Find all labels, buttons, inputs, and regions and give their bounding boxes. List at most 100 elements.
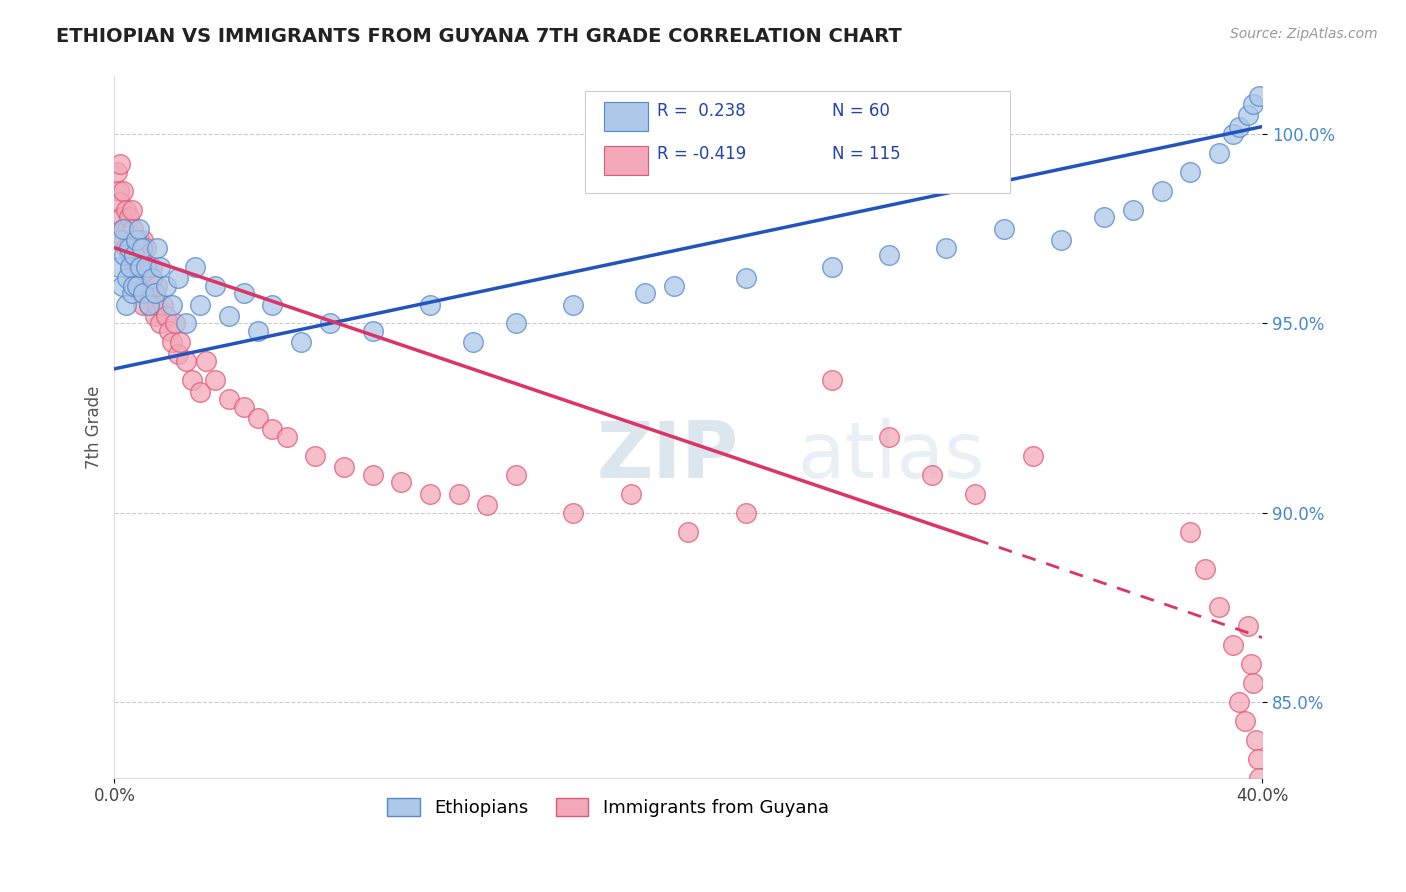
Point	[124, 241, 146, 255]
Point	[120, 260, 142, 274]
Point	[146, 297, 169, 311]
Point	[184, 260, 207, 274]
Point	[734, 506, 756, 520]
Legend: Ethiopians, Immigrants from Guyana: Ethiopians, Immigrants from Guyana	[380, 790, 835, 824]
Point	[676, 524, 699, 539]
Point	[117, 222, 139, 236]
Point	[218, 309, 240, 323]
Point	[1249, 89, 1271, 103]
Point	[122, 248, 145, 262]
Point	[138, 271, 160, 285]
Point	[124, 271, 146, 285]
Point	[128, 233, 150, 247]
Point	[1208, 600, 1230, 615]
Point	[125, 233, 148, 247]
Text: ETHIOPIAN VS IMMIGRANTS FROM GUYANA 7TH GRADE CORRELATION CHART: ETHIOPIAN VS IMMIGRANTS FROM GUYANA 7TH …	[56, 27, 903, 45]
Point	[132, 233, 155, 247]
Point	[1180, 165, 1202, 179]
Point	[121, 286, 143, 301]
Point	[921, 467, 943, 482]
Point	[276, 430, 298, 444]
Point	[993, 222, 1015, 236]
Point	[110, 278, 132, 293]
Point	[1122, 202, 1144, 217]
Point	[1050, 233, 1073, 247]
Point	[115, 241, 138, 255]
Point	[1227, 120, 1250, 134]
Point	[125, 260, 148, 274]
Point	[149, 317, 172, 331]
Text: N = 115: N = 115	[832, 145, 900, 163]
Point	[419, 297, 441, 311]
Point	[160, 297, 183, 311]
Point	[1227, 695, 1250, 709]
Point	[115, 297, 138, 311]
Point	[1241, 676, 1264, 690]
Point	[821, 373, 844, 387]
Point	[218, 392, 240, 406]
Point	[163, 317, 186, 331]
Point	[1021, 449, 1043, 463]
Point	[1092, 211, 1115, 225]
Point	[129, 278, 152, 293]
Point	[1250, 865, 1272, 880]
Point	[115, 202, 138, 217]
Point	[333, 460, 356, 475]
Point	[160, 335, 183, 350]
Point	[965, 487, 987, 501]
Point	[1233, 714, 1256, 728]
Point	[361, 467, 384, 482]
Point	[1246, 732, 1268, 747]
Point	[135, 271, 157, 285]
Text: N = 60: N = 60	[832, 102, 890, 120]
Point	[935, 241, 957, 255]
Point	[1247, 751, 1270, 765]
Point	[447, 487, 470, 501]
Point	[174, 354, 197, 368]
Point	[204, 278, 226, 293]
Point	[1239, 657, 1261, 671]
Point	[1236, 619, 1258, 633]
Point	[143, 309, 166, 323]
Point	[114, 233, 136, 247]
Point	[169, 335, 191, 350]
Point	[877, 248, 900, 262]
Point	[108, 233, 131, 247]
Point	[505, 467, 527, 482]
Point	[121, 202, 143, 217]
Point	[232, 286, 254, 301]
Point	[290, 335, 312, 350]
Point	[107, 184, 129, 198]
Point	[127, 241, 149, 255]
Point	[1249, 789, 1271, 804]
Point	[141, 271, 163, 285]
Point	[662, 278, 685, 293]
Point	[128, 222, 150, 236]
Point	[166, 271, 188, 285]
Point	[180, 373, 202, 387]
Point	[166, 347, 188, 361]
Point	[389, 475, 412, 490]
Point	[620, 487, 643, 501]
Point	[146, 241, 169, 255]
Point	[361, 324, 384, 338]
Point	[562, 506, 585, 520]
Point	[155, 309, 177, 323]
Point	[246, 324, 269, 338]
FancyBboxPatch shape	[585, 92, 1010, 193]
Point	[1250, 847, 1272, 861]
Point	[734, 271, 756, 285]
Point	[118, 248, 141, 262]
Point	[821, 260, 844, 274]
Point	[128, 260, 150, 274]
Point	[1250, 827, 1272, 841]
Point	[562, 297, 585, 311]
Point	[118, 211, 141, 225]
Point	[318, 317, 340, 331]
Point	[157, 324, 180, 338]
Point	[190, 384, 212, 399]
Point	[877, 430, 900, 444]
Point	[111, 184, 134, 198]
Point	[1222, 127, 1244, 141]
Point	[1251, 884, 1274, 892]
